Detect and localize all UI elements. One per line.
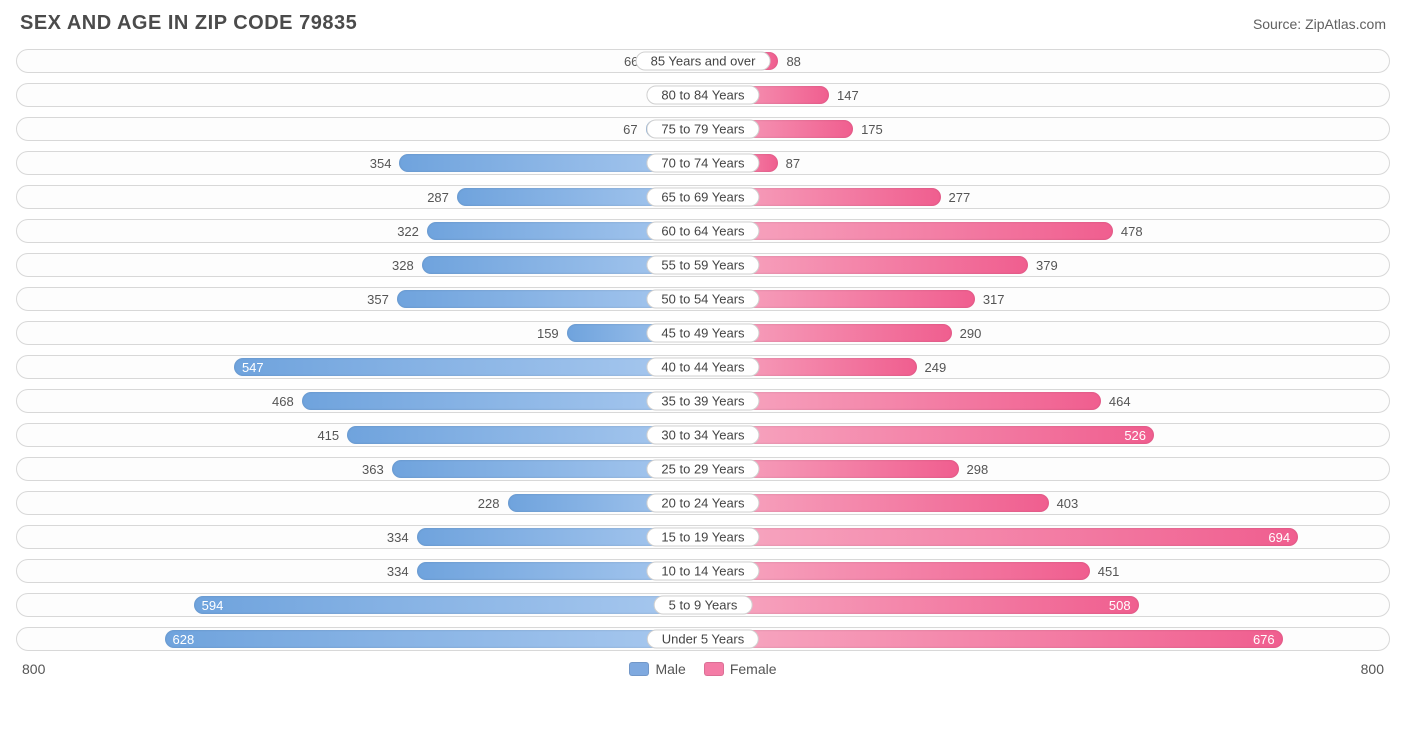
male-value: 67 bbox=[615, 122, 645, 137]
category-label: 5 to 9 Years bbox=[654, 596, 753, 615]
chart-row: 354 87 70 to 74 Years bbox=[16, 151, 1390, 175]
female-value: 694 bbox=[1268, 530, 1290, 545]
female-value: 526 bbox=[1124, 428, 1146, 443]
chart-row: 363 298 25 to 29 Years bbox=[16, 457, 1390, 481]
female-value: 175 bbox=[853, 122, 891, 137]
male-value: 334 bbox=[379, 564, 417, 579]
category-label: 70 to 74 Years bbox=[646, 154, 759, 173]
female-value: 147 bbox=[829, 88, 867, 103]
legend-label-female: Female bbox=[730, 661, 777, 677]
chart-row: 594 508 5 to 9 Years bbox=[16, 593, 1390, 617]
female-bar: 526 bbox=[703, 426, 1154, 444]
category-label: 10 to 14 Years bbox=[646, 562, 759, 581]
chart-footer: 800 Male Female 800 bbox=[16, 661, 1390, 677]
legend-swatch-male bbox=[629, 662, 649, 676]
female-bar: 694 bbox=[703, 528, 1298, 546]
female-value: 403 bbox=[1049, 496, 1087, 511]
chart-legend: Male Female bbox=[45, 661, 1360, 677]
category-label: 55 to 59 Years bbox=[646, 256, 759, 275]
female-bar bbox=[703, 222, 1113, 240]
male-bar: 594 bbox=[194, 596, 703, 614]
female-bar: 676 bbox=[703, 630, 1283, 648]
category-label: 45 to 49 Years bbox=[646, 324, 759, 343]
female-value: 379 bbox=[1028, 258, 1066, 273]
male-value: 415 bbox=[309, 428, 347, 443]
chart-row: 322 478 60 to 64 Years bbox=[16, 219, 1390, 243]
legend-item-male: Male bbox=[629, 661, 685, 677]
female-value: 508 bbox=[1109, 598, 1131, 613]
chart-row: 228 403 20 to 24 Years bbox=[16, 491, 1390, 515]
chart-row: 2014780 to 84 Years bbox=[16, 83, 1390, 107]
category-label: 25 to 29 Years bbox=[646, 460, 759, 479]
female-value: 88 bbox=[778, 54, 808, 69]
category-label: 80 to 84 Years bbox=[646, 86, 759, 105]
axis-max-left: 800 bbox=[22, 661, 45, 677]
male-bar: 547 bbox=[234, 358, 703, 376]
female-value: 478 bbox=[1113, 224, 1151, 239]
population-pyramid-chart: 668885 Years and over2014780 to 84 Years… bbox=[16, 49, 1390, 651]
chart-row: 468 464 35 to 39 Years bbox=[16, 389, 1390, 413]
category-label: 50 to 54 Years bbox=[646, 290, 759, 309]
female-bar: 508 bbox=[703, 596, 1139, 614]
category-label: 65 to 69 Years bbox=[646, 188, 759, 207]
chart-title: SEX AND AGE IN ZIP CODE 79835 bbox=[20, 12, 357, 35]
male-value: 468 bbox=[264, 394, 302, 409]
chart-row: 287 277 65 to 69 Years bbox=[16, 185, 1390, 209]
category-label: 85 Years and over bbox=[636, 52, 771, 71]
category-label: 75 to 79 Years bbox=[646, 120, 759, 139]
chart-row: 334 451 10 to 14 Years bbox=[16, 559, 1390, 583]
chart-header: SEX AND AGE IN ZIP CODE 79835 Source: Zi… bbox=[16, 12, 1390, 35]
chart-row: 668885 Years and over bbox=[16, 49, 1390, 73]
category-label: 30 to 34 Years bbox=[646, 426, 759, 445]
chart-source: Source: ZipAtlas.com bbox=[1253, 16, 1386, 32]
female-value: 277 bbox=[941, 190, 979, 205]
male-value: 363 bbox=[354, 462, 392, 477]
female-value: 290 bbox=[952, 326, 990, 341]
female-value: 317 bbox=[975, 292, 1013, 307]
male-value: 328 bbox=[384, 258, 422, 273]
female-bar bbox=[703, 392, 1101, 410]
male-value: 354 bbox=[362, 156, 400, 171]
chart-row: 357 317 50 to 54 Years bbox=[16, 287, 1390, 311]
category-label: 20 to 24 Years bbox=[646, 494, 759, 513]
male-value: 334 bbox=[379, 530, 417, 545]
male-bar bbox=[302, 392, 703, 410]
female-value: 87 bbox=[778, 156, 808, 171]
axis-max-right: 800 bbox=[1361, 661, 1384, 677]
chart-row: 159 290 45 to 49 Years bbox=[16, 321, 1390, 345]
chart-row: 334 694 15 to 19 Years bbox=[16, 525, 1390, 549]
category-label: 15 to 19 Years bbox=[646, 528, 759, 547]
category-label: 40 to 44 Years bbox=[646, 358, 759, 377]
male-bar: 628 bbox=[165, 630, 704, 648]
male-value: 228 bbox=[470, 496, 508, 511]
female-value: 249 bbox=[917, 360, 955, 375]
male-value: 159 bbox=[529, 326, 567, 341]
legend-label-male: Male bbox=[655, 661, 685, 677]
chart-row: 547 249 40 to 44 Years bbox=[16, 355, 1390, 379]
male-value: 357 bbox=[359, 292, 397, 307]
male-value: 287 bbox=[419, 190, 457, 205]
female-value: 451 bbox=[1090, 564, 1128, 579]
female-value: 464 bbox=[1101, 394, 1139, 409]
legend-swatch-female bbox=[704, 662, 724, 676]
male-value: 628 bbox=[173, 632, 195, 647]
category-label: Under 5 Years bbox=[647, 630, 759, 649]
male-value: 322 bbox=[389, 224, 427, 239]
category-label: 35 to 39 Years bbox=[646, 392, 759, 411]
female-value: 676 bbox=[1253, 632, 1275, 647]
chart-row: 628 676 Under 5 Years bbox=[16, 627, 1390, 651]
male-value: 547 bbox=[242, 360, 264, 375]
chart-row: 415 526 30 to 34 Years bbox=[16, 423, 1390, 447]
legend-item-female: Female bbox=[704, 661, 777, 677]
male-value: 594 bbox=[202, 598, 224, 613]
chart-row: 67 175 75 to 79 Years bbox=[16, 117, 1390, 141]
female-value: 298 bbox=[959, 462, 997, 477]
category-label: 60 to 64 Years bbox=[646, 222, 759, 241]
female-bar bbox=[703, 562, 1090, 580]
chart-row: 328 379 55 to 59 Years bbox=[16, 253, 1390, 277]
